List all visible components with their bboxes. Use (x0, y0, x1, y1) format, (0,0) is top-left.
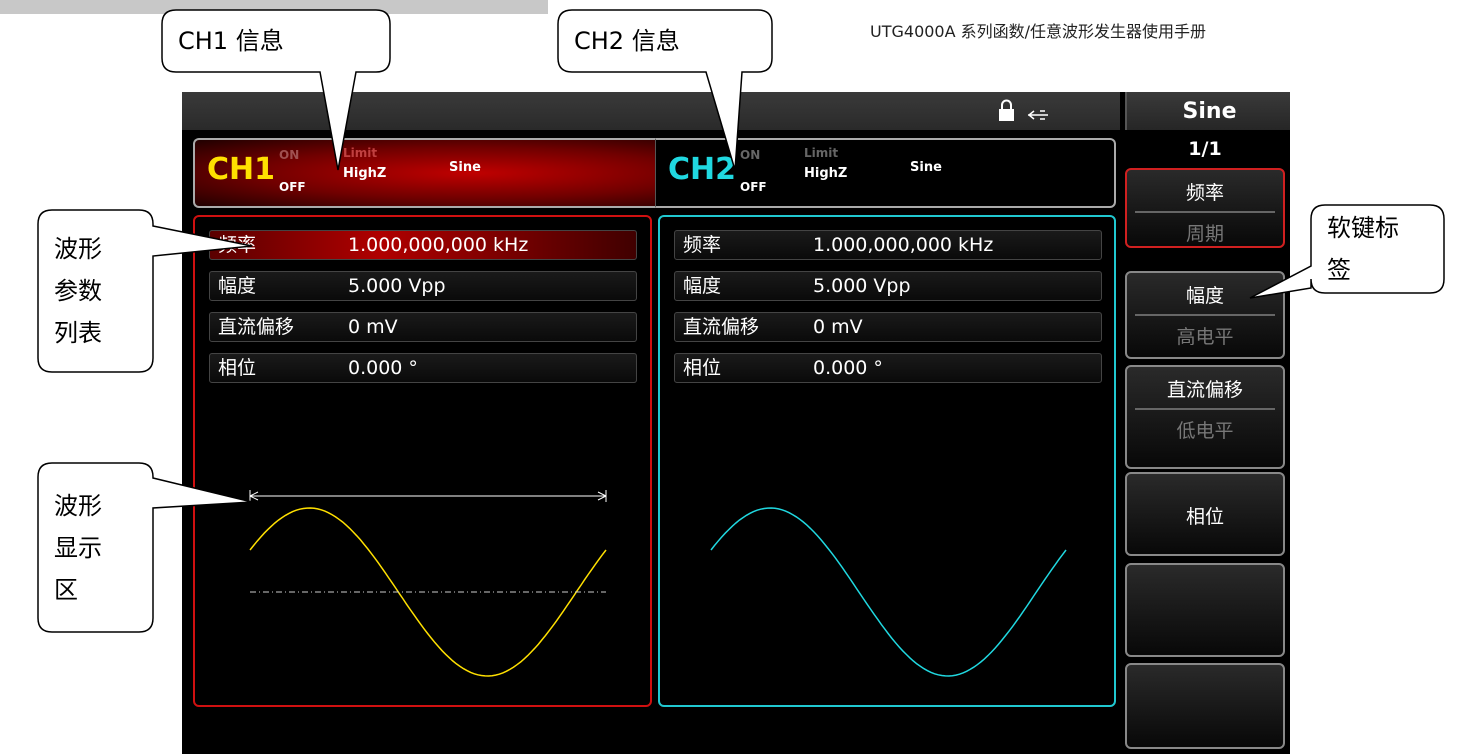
top-bar (0, 0, 548, 14)
param-value: 5.000 Vpp (813, 275, 911, 297)
callout-line: 显示 (54, 533, 102, 562)
callout-line: 签 (1327, 256, 1351, 284)
param-value: 0.000 ° (348, 357, 418, 379)
ch1-panel: 频率1.000,000,000 kHz 幅度 5.000 Vpp 直流偏移 0 mV 相位… (193, 215, 652, 707)
page-indicator: 1/1 (1188, 138, 1222, 160)
load: HighZ (804, 166, 848, 181)
callout-bubble (1249, 204, 1445, 299)
param-row: 频率 1.000,000,000 kHz (674, 230, 1102, 260)
output-off: OFF (279, 180, 306, 194)
channel-info: CH1 ON OFF Limit HighZ Sine (193, 138, 655, 208)
softkey-sublabel: 高电平 (1176, 326, 1234, 348)
limit: Limit (343, 146, 378, 160)
param-label: 相位 (683, 357, 722, 379)
callout-line: CH1 信息 (178, 27, 284, 55)
callout-bubble (161, 9, 391, 171)
wave-display (249, 490, 1067, 677)
channel-info: CH2 ON OFF Limit HighZ Sine (655, 138, 1116, 208)
softkey[interactable]: 频率 周期 (1125, 168, 1285, 248)
wave-type: Sine (910, 160, 942, 175)
wave-type: Sine (449, 160, 481, 175)
ch2-wave (710, 507, 1067, 677)
screen: Sine 频率 1.000,000,000 kHz 幅度 5.000 Vpp 直流偏移 0… (182, 92, 1290, 754)
callout-bubble (557, 9, 773, 171)
param-value: 1.000,000,000 kHz (813, 234, 994, 256)
callout-line: 波形 (54, 491, 102, 520)
param-value: 0 mV (813, 316, 863, 338)
softkey[interactable]: 幅度 高电平 (1125, 271, 1285, 359)
callout-text: 波形 显示区 (54, 485, 102, 611)
softkey-title: Sine (1125, 92, 1290, 130)
param-value: 1.000,000,000 kHz (348, 234, 529, 256)
callout-text: CH1 信息 (178, 20, 284, 62)
param-row: 相位 0.000 ° (209, 353, 637, 383)
callout-line: CH2 信息 (574, 27, 680, 55)
output-on: ON (279, 148, 300, 162)
limit: Limit (804, 146, 839, 160)
softkey-sublabel: 低电平 (1176, 420, 1234, 442)
channel-name: CH1 (207, 152, 275, 187)
param-label: 相位 (218, 357, 257, 379)
param-row: 相位 0.000 ° (674, 353, 1102, 383)
softkey-label: 相位 (1185, 506, 1224, 528)
param-label: 直流偏移 (683, 316, 760, 338)
softkey-label: 频率 (1185, 182, 1224, 204)
doc-title: UTG4000A 系列函数/任意波形发生器使用手册 (870, 22, 1207, 41)
output-on: ON (740, 148, 761, 162)
softkey-sep (1135, 408, 1275, 410)
callout-line: 区 (54, 575, 78, 604)
param-row: 直流偏移 0 mV (209, 312, 637, 342)
param-label: 幅度 (218, 275, 257, 297)
lock-shackle (1001, 99, 1012, 109)
callout-text: 软键标签 (1327, 207, 1399, 291)
softkey-sublabel: 周期 (1185, 223, 1224, 245)
softkey[interactable] (1125, 563, 1285, 657)
callout-line: 列表 (54, 319, 102, 347)
param-label: 幅度 (683, 275, 722, 297)
callout-text: 波形 参数 列表 (54, 228, 102, 354)
softkey[interactable]: 直流偏移 低电平 (1125, 365, 1285, 469)
callout-bubble (37, 462, 253, 633)
ch2-panel: 频率 1.000,000,000 kHz 幅度 5.000 Vpp 直流偏移 0 mV 相位… (658, 215, 1116, 707)
load: HighZ (343, 166, 387, 181)
channel-name: CH2 (668, 152, 736, 187)
softkey-sep (1135, 211, 1275, 213)
callout-bubble (37, 209, 253, 373)
callout-text: CH2 信息 (574, 20, 680, 62)
callout-line: 波形 (54, 235, 102, 263)
usb-icon (1027, 110, 1048, 120)
param-row: 直流偏移 0 mV (674, 312, 1102, 342)
param-value: 0 mV (348, 316, 398, 338)
callout-line: 软键标 (1327, 214, 1399, 242)
lock-icon (999, 109, 1014, 121)
output-off: OFF (740, 180, 767, 194)
param-value: 5.000 Vpp (348, 275, 446, 297)
softkey-label: 幅度 (1185, 285, 1224, 307)
status-icons (999, 99, 1048, 121)
param-row: 幅度 5.000 Vpp (209, 271, 637, 301)
param-label: 频率 (683, 234, 722, 256)
param-label: 直流偏移 (218, 316, 295, 338)
softkey-label: 直流偏移 (1166, 379, 1243, 401)
softkey-sep (1135, 314, 1275, 316)
param-value: 0.000 ° (813, 357, 883, 379)
period-arrow (249, 490, 607, 502)
ch1-wave (249, 507, 607, 677)
param-row: 频率1.000,000,000 kHz (209, 230, 637, 260)
softkey[interactable] (1125, 663, 1285, 749)
callout-line: 参数 (54, 277, 102, 305)
softkey[interactable]: 相位 (1125, 472, 1285, 556)
param-row: 幅度 5.000 Vpp (674, 271, 1102, 301)
